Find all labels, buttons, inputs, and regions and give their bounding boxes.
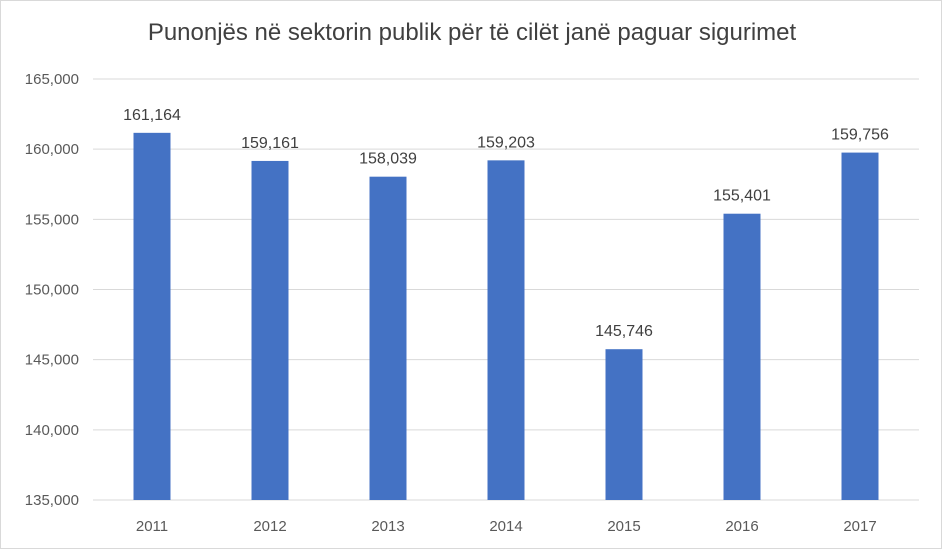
bar [133, 132, 171, 501]
bar [369, 176, 407, 500]
x-tick-label: 2014 [489, 518, 522, 535]
y-tick-label: 145,000 [25, 352, 79, 369]
data-label: 145,746 [595, 323, 653, 340]
y-tick-label: 155,000 [25, 211, 79, 228]
data-label: 159,203 [477, 134, 535, 151]
x-tick-label: 2013 [371, 518, 404, 535]
data-label: 161,164 [123, 107, 181, 124]
data-label: 155,401 [713, 188, 771, 205]
x-tick-label: 2015 [607, 518, 640, 535]
data-label: 158,039 [359, 151, 417, 168]
bar [841, 152, 879, 500]
y-tick-label: 140,000 [25, 422, 79, 439]
y-tick-label: 135,000 [25, 492, 79, 509]
bar [251, 160, 289, 501]
x-tick-label: 2012 [253, 518, 286, 535]
y-tick-label: 165,000 [25, 71, 79, 88]
data-label: 159,756 [831, 127, 889, 144]
bar [605, 349, 643, 500]
chart-title: Punonjës në sektorin publik për të cilët… [147, 19, 797, 46]
x-tick-label: 2017 [843, 518, 876, 535]
bar [723, 213, 761, 500]
x-tick-label: 2011 [136, 518, 168, 535]
bar [487, 160, 525, 500]
data-label: 159,161 [241, 135, 299, 152]
y-tick-label: 150,000 [25, 282, 79, 299]
x-tick-label: 2016 [725, 518, 758, 535]
y-tick-label: 160,000 [25, 141, 79, 158]
